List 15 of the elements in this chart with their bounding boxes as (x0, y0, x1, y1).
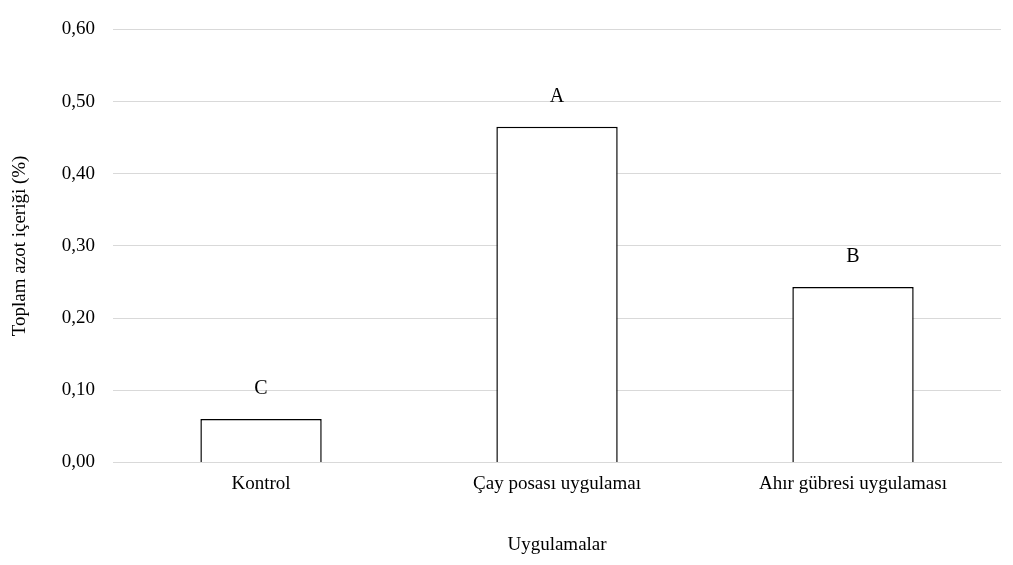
y-tick-label: 0,20 (61, 306, 96, 328)
x-tick-label: Çay posası uygulamaı (473, 471, 641, 493)
annotation: B (846, 244, 860, 267)
y-tick-label: 0,40 (61, 161, 96, 183)
x-tick-label: Kontrol (231, 471, 291, 493)
annotation: C (254, 376, 268, 399)
x-tick-label: Ahır gübresi uygulaması (759, 471, 947, 493)
x-axis-title: Uygulamalar (507, 532, 608, 554)
y-tick-label: 0,60 (61, 17, 96, 39)
y-tick-label: 0,10 (61, 378, 96, 400)
y-tick-label: 0,00 (61, 450, 96, 472)
y-axis-title: Toplam azot içeriği (%) (8, 155, 31, 337)
y-tick-label: 0,50 (61, 89, 96, 111)
annotation: A (549, 84, 565, 107)
y-tick-label: 0,30 (61, 233, 96, 255)
